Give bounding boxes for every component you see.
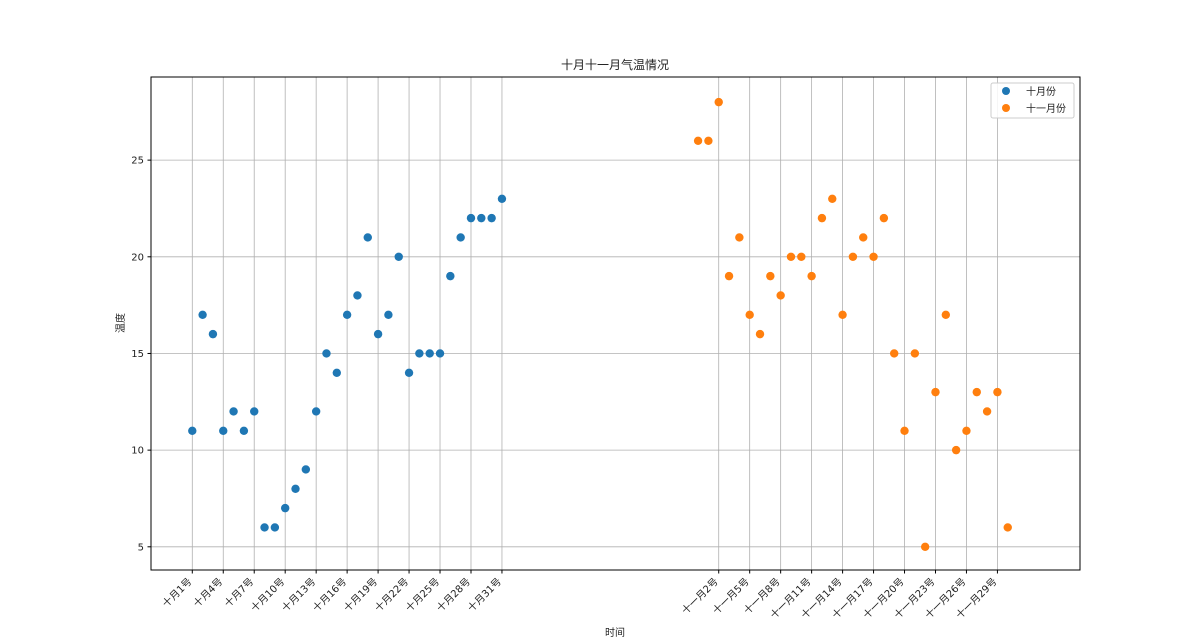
oct-data-point [342,310,352,319]
nov-data-point [920,542,930,551]
nov-data-point [704,136,713,145]
nov-data-point [900,426,909,435]
legend-box [990,82,1075,119]
oct-data-point [363,233,372,242]
oct-data-point [353,291,362,300]
data-points [188,97,1012,551]
grid-lines [151,77,1080,570]
nov-data-point [859,233,868,242]
nov-data-point [838,310,847,319]
legend: 十月份 十一月份 [990,82,1075,119]
nov-data-point [693,136,703,145]
oct-data-point [394,252,403,261]
y-tick-label: 5 [138,542,144,553]
oct-data-point [270,523,280,532]
oct-data-point [435,349,445,358]
oct-data-point [291,484,300,493]
nov-data-point [941,310,951,319]
oct-data-point [219,426,228,435]
oct-data-point [446,271,455,281]
chart-title: 十月十一月气温情况 [561,57,669,72]
nov-data-point [972,387,981,397]
nov-data-point [951,445,961,455]
nov-data-point [797,252,806,261]
nov-data-point [890,349,899,358]
oct-data-point [415,349,424,358]
oct-data-point [466,213,476,223]
nov-data-point [817,213,827,223]
nov-data-point [735,233,744,242]
nov-data-point [879,213,889,223]
oct-data-point [229,407,238,416]
oct-data-point [487,213,496,223]
oct-data-point [198,310,207,319]
nov-data-point [848,252,858,261]
legend-marker-oct [1002,87,1010,95]
y-tick-label: 10 [131,446,144,457]
oct-data-point [301,465,311,474]
oct-data-point [322,349,331,358]
nov-data-point [786,252,796,261]
nov-data-point [993,387,1002,397]
nov-data-point [931,387,940,397]
nov-data-point [962,426,971,435]
x-tick-label: 十月1号 [159,575,194,610]
oct-data-point [332,368,341,377]
oct-data-point [188,426,197,435]
nov-data-point [755,329,765,339]
oct-data-point [250,407,259,416]
nov-data-point [1003,523,1012,532]
nov-data-point [828,194,837,203]
oct-data-point [373,329,383,339]
oct-data-point [280,503,290,513]
oct-data-point [260,523,269,532]
oct-data-point [477,213,486,223]
plot-frame [150,76,1081,571]
x-axis-label: 时间 [605,626,625,639]
legend-label-nov: 十一月份 [1026,102,1066,115]
y-axis-ticks: 5 10 15 20 25 [131,156,151,553]
nov-data-point [982,407,992,416]
legend-label-oct: 十月份 [1026,85,1056,98]
nov-data-point [745,310,754,319]
y-axis-label: 温度 [114,313,127,333]
nov-data-point [724,271,734,281]
nov-data-point [807,271,816,281]
nov-data-point [869,252,878,261]
nov-data-point [766,271,775,281]
legend-marker-nov [1002,104,1010,112]
y-tick-label: 25 [131,156,144,167]
x-tick-label: 十月4号 [190,575,225,610]
x-tick-label: 十月31号 [465,575,504,614]
oct-data-point [456,233,465,242]
oct-data-point [404,368,414,377]
y-tick-label: 15 [131,349,144,360]
oct-data-point [425,349,434,358]
y-tick-label: 20 [131,252,144,263]
nov-data-point [776,291,785,300]
nov-data-point [714,97,723,107]
oct-data-point [497,194,507,203]
oct-data-point [239,426,249,435]
oct-data-point [311,407,321,416]
nov-data-point [910,349,920,358]
oct-data-point [208,329,218,339]
oct-data-point [384,310,393,319]
x-axis-ticks: 十月1号十月4号十月7号十月10号十月13号十月16号十月19号十月22号十月2… [159,570,1000,621]
